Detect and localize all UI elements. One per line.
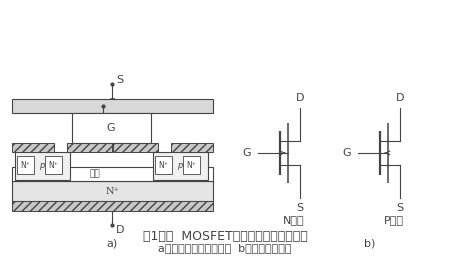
Text: N⁺: N⁺ bbox=[105, 187, 119, 196]
Text: N⁻: N⁻ bbox=[164, 170, 176, 179]
Bar bbox=[171, 143, 213, 152]
Bar bbox=[12, 143, 54, 152]
Text: 沟道: 沟道 bbox=[90, 170, 100, 179]
Text: G: G bbox=[342, 148, 351, 158]
Bar bbox=[15, 152, 70, 180]
Text: S: S bbox=[396, 203, 404, 213]
Text: S: S bbox=[297, 203, 304, 213]
Bar bbox=[17, 156, 34, 174]
Text: N⁺: N⁺ bbox=[158, 160, 168, 170]
Text: p: p bbox=[177, 160, 183, 170]
Bar bbox=[12, 99, 213, 113]
Text: D: D bbox=[396, 93, 404, 103]
Bar bbox=[12, 201, 213, 211]
Bar bbox=[72, 113, 151, 143]
Text: G: G bbox=[243, 148, 251, 158]
Text: a): a) bbox=[106, 239, 117, 249]
Bar bbox=[183, 156, 200, 174]
Text: p: p bbox=[39, 160, 45, 170]
Bar bbox=[45, 156, 62, 174]
Text: 图1功率  MOSFET的结构和电气图形符号: 图1功率 MOSFET的结构和电气图形符号 bbox=[143, 230, 307, 243]
Text: a）内部结构断面示意图  b）电气图形符号: a）内部结构断面示意图 b）电气图形符号 bbox=[158, 243, 292, 253]
Text: D: D bbox=[296, 93, 304, 103]
Text: G: G bbox=[107, 98, 116, 108]
Bar bbox=[67, 143, 112, 152]
Text: N沟道: N沟道 bbox=[283, 215, 305, 225]
Text: N⁺: N⁺ bbox=[48, 160, 58, 170]
Text: G: G bbox=[107, 123, 115, 133]
Text: S: S bbox=[116, 75, 123, 85]
Text: D: D bbox=[116, 225, 125, 235]
Bar bbox=[155, 156, 172, 174]
Text: b): b) bbox=[364, 239, 376, 249]
Bar bbox=[12, 167, 213, 181]
Text: N⁺: N⁺ bbox=[186, 160, 196, 170]
Bar bbox=[12, 181, 213, 201]
Bar bbox=[153, 152, 208, 180]
Bar bbox=[113, 143, 158, 152]
Text: N⁺: N⁺ bbox=[20, 160, 30, 170]
Text: P沟道: P沟道 bbox=[384, 215, 404, 225]
